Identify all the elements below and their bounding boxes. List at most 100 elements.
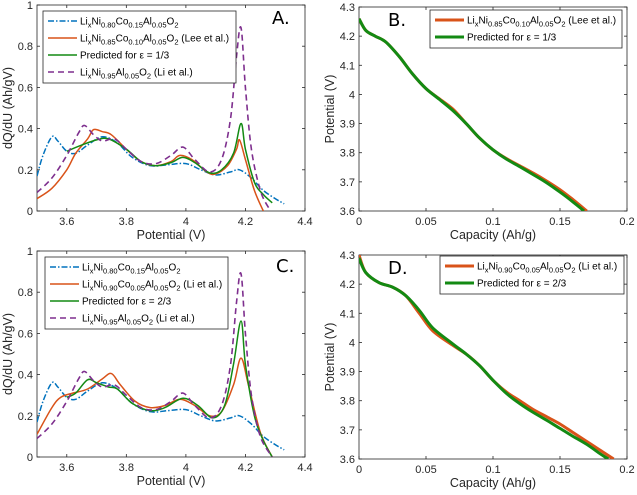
series-line-orange (37, 357, 273, 457)
legend-text: Li (477, 262, 485, 273)
y-tick-label: 4 (349, 89, 355, 101)
legend-subscript: 0.05 (539, 20, 554, 29)
legend-box (42, 10, 237, 84)
chart-panel-b: 0 0.05 0.1 0.15 0.2 3.6 3.7 3.8 3.9 4 4.1 4.2 4.3 Cap… (323, 2, 635, 242)
y-tick-label: 0 (27, 206, 33, 218)
series-line-purple (37, 272, 273, 457)
x-tick-label: 4.4 (297, 216, 312, 228)
series-line-green (359, 17, 586, 211)
legend: LixNi0.90Co0.05Al0.05O2 (Li et al.)Predi… (439, 255, 625, 295)
x-tick-label: 0.1 (485, 216, 500, 228)
legend-text: O (169, 263, 177, 274)
y-tick-label: 0.8 (18, 41, 33, 53)
legend: LixNi0.80Co0.15Al0.05O2LixNi0.90Co0.05Al… (44, 256, 229, 330)
y-axis-label: Potential (V) (323, 323, 337, 392)
x-tick-label: 0.1 (485, 464, 500, 476)
x-tick-label: 4 (183, 462, 189, 474)
y-tick-label: 3.8 (340, 148, 355, 160)
legend-entry: LixNi0.90Co0.05Al0.05O2 (Li et al.) (477, 262, 617, 275)
series-line-green (66, 122, 273, 204)
legend-text: Ni (92, 34, 101, 45)
legend-subscript: 0.95 (101, 72, 116, 81)
y-tick-label: 4.2 (340, 31, 355, 43)
x-tick-label: 4.4 (297, 462, 312, 474)
x-tick-label: 3.8 (119, 216, 134, 228)
legend-subscript: 0.05 (130, 284, 145, 293)
legend-text: Li (80, 68, 88, 79)
legend-text: Al (145, 263, 154, 274)
legend-box (439, 255, 625, 295)
legend: LixNi0.80Co0.15Al0.05O2LixNi0.85Co0.10Al… (42, 10, 237, 84)
y-tick-label: 0 (27, 452, 33, 464)
legend-text: Ni (94, 280, 103, 291)
legend-text: Al (143, 17, 152, 28)
legend-text: O (564, 262, 572, 273)
legend-text: Li (82, 314, 90, 325)
y-axis-label: dQ/dU (Ah/gV) (1, 313, 15, 395)
panel-label: A. (272, 8, 290, 29)
legend-text: Ni (92, 68, 101, 79)
legend-text: Ni (94, 263, 103, 274)
legend-subscript: 0.10 (515, 20, 530, 29)
legend-text: (Li et al.) (153, 314, 195, 325)
legend-subscript: 2 (176, 267, 180, 276)
legend-subscript: 2 (147, 72, 151, 81)
legend-text: Ni (489, 262, 498, 273)
chart-panel-d: 0 0.05 0.1 0.15 0.2 3.6 3.7 3.8 3.9 4 4.1 4.2 4.3 Cap… (323, 250, 635, 490)
legend-subscript: 0.80 (103, 267, 118, 276)
legend-text: Co (116, 17, 129, 28)
legend-entry: LixNi0.95Al0.05O2 (Li et al.) (80, 68, 193, 81)
legend-subscript: 0.05 (127, 318, 142, 327)
legend-text: Co (513, 262, 526, 273)
legend-text: Al (145, 280, 154, 291)
y-tick-label: 0.2 (18, 411, 33, 423)
y-tick-label: 0.6 (18, 82, 33, 94)
legend-subscript: x (88, 38, 92, 47)
y-tick-label: 1 (27, 246, 33, 258)
legend-text: O (554, 16, 562, 27)
series-line-green (359, 257, 610, 459)
legend-text: Li (80, 34, 88, 45)
legend-subscript: 0.05 (125, 72, 140, 81)
legend-subscript: 0.05 (549, 266, 564, 275)
legend-entry: LixNi0.90Co0.05Al0.05O2 (Li et al.) (82, 280, 222, 293)
legend-text: Al (143, 34, 152, 45)
x-tick-label: 3.8 (119, 462, 134, 474)
x-tick-label: 4.2 (238, 462, 253, 474)
x-tick-label: 0.05 (415, 464, 436, 476)
y-tick-label: 4.1 (340, 60, 355, 72)
x-tick-label: 4.2 (238, 216, 253, 228)
y-tick-label: 3.9 (340, 367, 355, 379)
legend-subscript: x (90, 267, 94, 276)
x-tick-label: 0.05 (415, 216, 436, 228)
series-group (359, 255, 615, 459)
series-line-green (66, 320, 273, 457)
legend-text: Al (530, 16, 539, 27)
x-axis-label: Capacity (Ah/g) (450, 228, 536, 242)
legend-subscript: x (88, 72, 92, 81)
y-tick-label: 4.3 (340, 250, 355, 262)
legend-box (429, 9, 623, 49)
x-tick-label: 0.2 (619, 464, 634, 476)
x-axis-label: Potential (V) (137, 474, 206, 488)
x-axis-label: Potential (V) (137, 228, 206, 242)
y-tick-label: 4 (349, 337, 355, 349)
chart-panel-c: 3.6 3.8 4 4.2 4.4 0 0.2 0.4 0.6 0.8 1 Potential (V)… (1, 246, 313, 488)
x-tick-label: 3.6 (59, 462, 74, 474)
series-group (37, 272, 285, 457)
legend-text: O (167, 17, 175, 28)
legend-text: (Lee et al.) (178, 34, 229, 45)
legend-text: Li (82, 280, 90, 291)
y-tick-label: 0.4 (18, 124, 33, 136)
x-tick-label: 0.15 (549, 464, 570, 476)
y-tick-label: 3.6 (340, 454, 355, 466)
legend-subscript: 0.15 (128, 21, 143, 30)
legend-text: Co (118, 280, 131, 291)
legend-text: Al (116, 68, 125, 79)
y-tick-label: 4.1 (340, 308, 355, 320)
series-line-blue (37, 381, 285, 451)
legend-text: Li (80, 17, 88, 28)
y-tick-label: 0.4 (18, 370, 33, 382)
legend-text: O (139, 68, 147, 79)
legend-text: O (141, 314, 149, 325)
